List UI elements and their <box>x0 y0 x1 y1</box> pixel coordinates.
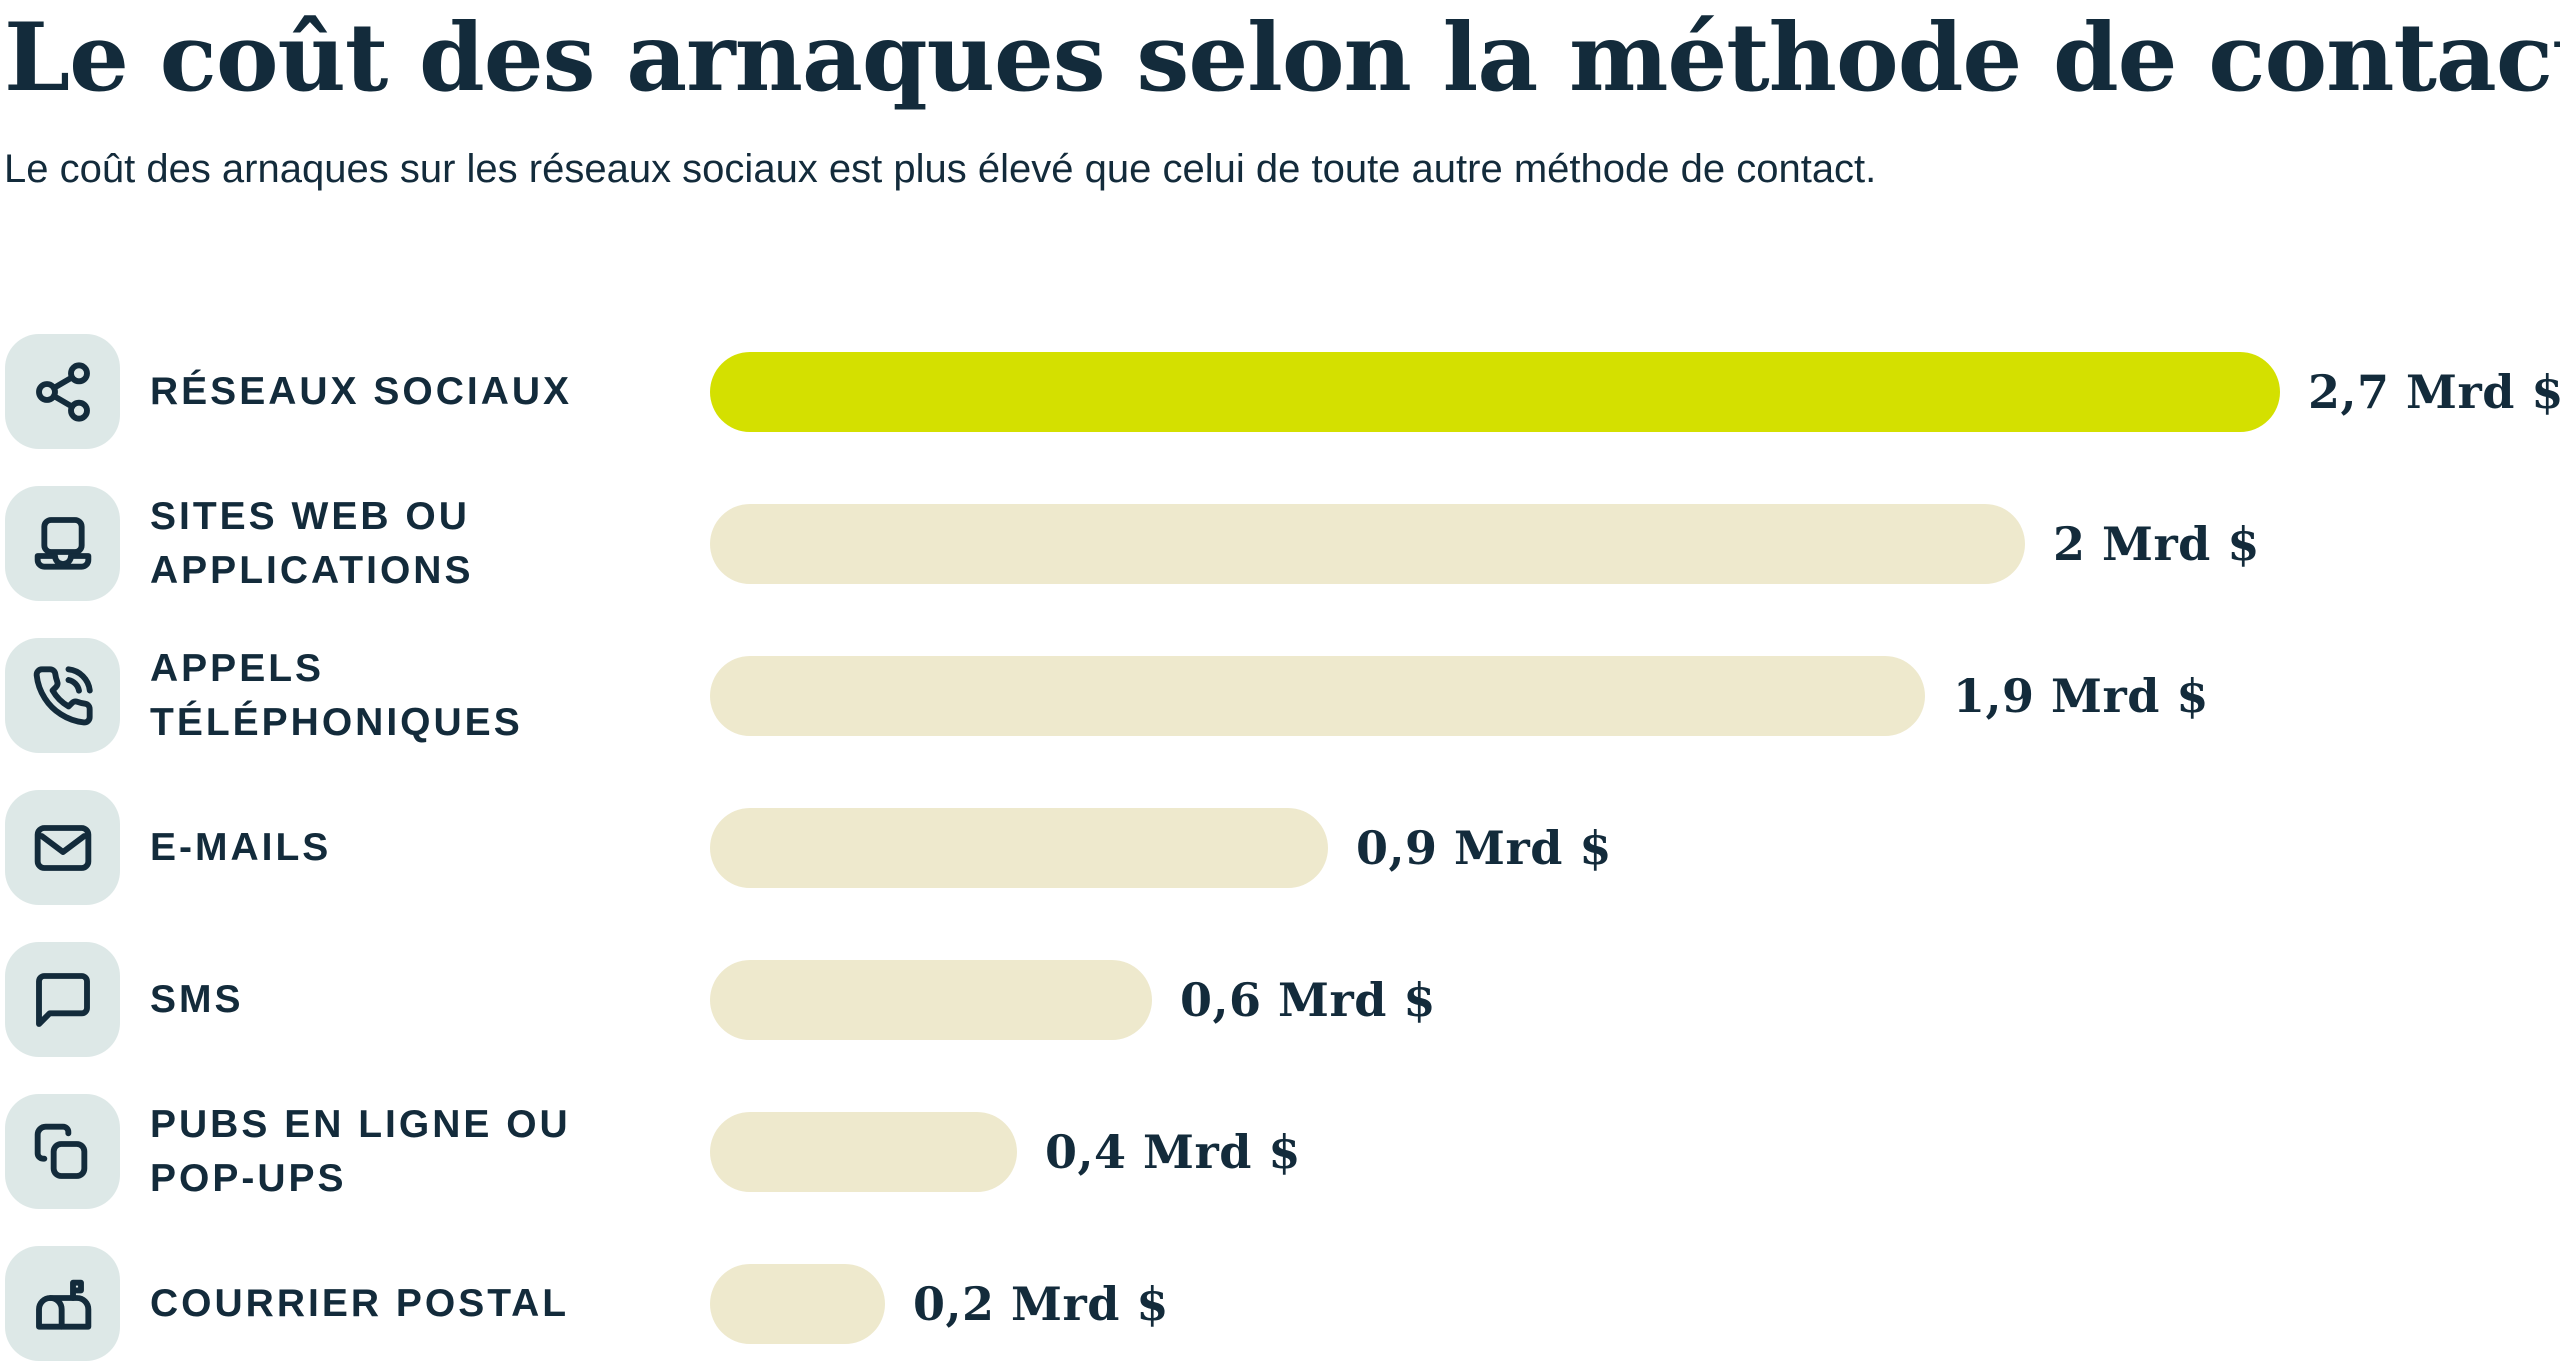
category-label-line: POP-UPS <box>150 1156 347 1200</box>
copy-icon <box>34 1123 87 1179</box>
bar <box>710 1263 885 1344</box>
category-label: SMS <box>150 973 710 1027</box>
category-label: APPELS TÉLÉPHONIQUES <box>150 642 710 750</box>
share-icon <box>35 361 90 422</box>
category-icon-tile <box>5 638 120 753</box>
value-label: 0,4 Mrd $ <box>1045 1124 1301 1179</box>
value-label: 2 Mrd $ <box>2053 516 2260 571</box>
chart-row: PUBS EN LIGNE OU POP-UPS 0,4 Mrd $ <box>0 1094 1301 1209</box>
chart-row: RÉSEAUX SOCIAUX 2,7 Mrd $ <box>0 334 2560 449</box>
bar-area: 1,9 Mrd $ <box>710 655 2209 736</box>
chart-row: COURRIER POSTAL 0,2 Mrd $ <box>0 1246 1169 1361</box>
chart-row: SMS 0,6 Mrd $ <box>0 942 1436 1057</box>
mail-icon <box>34 824 91 871</box>
category-label: COURRIER POSTAL <box>150 1277 710 1331</box>
chart-row: SITES WEB OU APPLICATIONS 2 Mrd $ <box>0 486 2260 601</box>
chart-title: Le coût des arnaques selon la méthode de… <box>4 3 2560 113</box>
category-label-line: TÉLÉPHONIQUES <box>150 700 523 744</box>
category-label-line: PUBS EN LIGNE OU <box>150 1102 571 1146</box>
category-label: SITES WEB OU APPLICATIONS <box>150 490 710 598</box>
chart-row: APPELS TÉLÉPHONIQUES 1,9 Mrd $ <box>0 638 2209 753</box>
bar-highlighted <box>710 351 2280 432</box>
chart-header: Le coût des arnaques selon la méthode de… <box>0 0 2560 193</box>
category-label-line: APPELS <box>150 646 325 690</box>
category-label-line: E-MAILS <box>150 825 332 869</box>
category-label: E-MAILS <box>150 821 710 875</box>
category-icon-tile <box>5 1246 120 1361</box>
category-label-line: SMS <box>150 977 244 1021</box>
bar <box>710 655 1925 736</box>
mailbox-icon <box>35 1279 91 1330</box>
category-icon-tile <box>5 942 120 1057</box>
category-icon-tile <box>5 334 120 449</box>
bar-area: 0,6 Mrd $ <box>710 959 1436 1040</box>
bar <box>710 807 1328 888</box>
category-label-line: RÉSEAUX SOCIAUX <box>150 369 573 413</box>
value-label: 0,6 Mrd $ <box>1180 972 1436 1027</box>
category-icon-tile <box>5 790 120 905</box>
bar-area: 0,2 Mrd $ <box>710 1263 1169 1344</box>
bar <box>710 1111 1017 1192</box>
value-label: 2,7 Mrd $ <box>2308 364 2560 419</box>
value-label: 0,2 Mrd $ <box>913 1276 1169 1331</box>
value-label: 1,9 Mrd $ <box>1953 668 2209 723</box>
bar-area: 2 Mrd $ <box>710 503 2260 584</box>
laptop-icon <box>34 516 91 570</box>
message-square-icon <box>35 972 90 1027</box>
category-label: PUBS EN LIGNE OU POP-UPS <box>150 1098 710 1206</box>
category-icon-tile <box>5 1094 120 1209</box>
bar <box>710 503 2025 584</box>
chart-row: E-MAILS 0,9 Mrd $ <box>0 790 1612 905</box>
bar-area: 0,9 Mrd $ <box>710 807 1612 888</box>
category-label-line: APPLICATIONS <box>150 548 474 592</box>
bar <box>710 959 1152 1040</box>
category-label-line: SITES WEB OU <box>150 494 470 538</box>
bar-area: 0,4 Mrd $ <box>710 1111 1301 1192</box>
category-label: RÉSEAUX SOCIAUX <box>150 365 710 419</box>
chart-subtitle: Le coût des arnaques sur les réseaux soc… <box>4 146 1877 191</box>
bar-area: 2,7 Mrd $ <box>710 351 2560 432</box>
phone-call-icon <box>33 665 93 725</box>
value-label: 0,9 Mrd $ <box>1356 820 1612 875</box>
category-icon-tile <box>5 486 120 601</box>
category-label-line: COURRIER POSTAL <box>150 1281 570 1325</box>
